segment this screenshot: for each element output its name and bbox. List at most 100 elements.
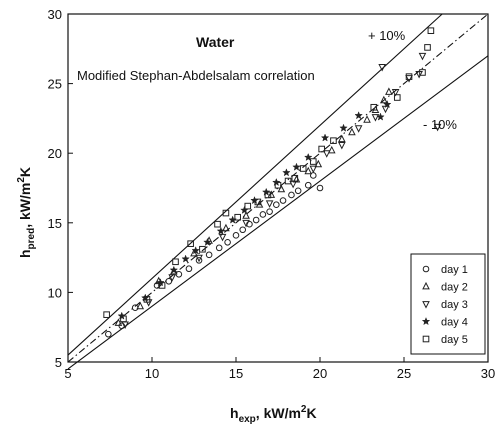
data-point — [354, 125, 363, 133]
legend-marker — [422, 335, 430, 343]
reference-line — [67, 13, 489, 363]
data-point — [273, 201, 280, 209]
data-point — [215, 244, 223, 252]
data-point — [370, 103, 378, 111]
data-point — [136, 301, 145, 310]
data-point — [203, 237, 212, 246]
legend-marker — [422, 301, 430, 309]
y-tick-label: 5 — [55, 355, 62, 370]
data-point — [259, 211, 267, 218]
x-tick-label: 15 — [229, 366, 243, 381]
data-point — [292, 162, 301, 171]
x-tick-label: 10 — [145, 366, 159, 381]
x-tick-label: 5 — [64, 366, 71, 381]
data-point — [199, 245, 206, 253]
data-point — [330, 137, 337, 144]
legend-label: day 3 — [441, 299, 468, 311]
data-point — [254, 198, 262, 206]
data-point — [299, 165, 307, 172]
data-point — [405, 75, 413, 83]
data-point — [185, 265, 193, 273]
data-point — [282, 168, 291, 177]
x-axis-title: hexp, kW/m2K — [230, 404, 317, 425]
data-point — [391, 89, 400, 97]
data-point — [195, 257, 203, 264]
data-point — [385, 87, 393, 95]
data-point — [103, 311, 110, 318]
data-point — [348, 127, 356, 136]
x-tick-label: 30 — [481, 366, 495, 381]
data-point — [284, 177, 292, 185]
data-point — [190, 248, 198, 257]
correlation-label: Modified Stephan-Abdelsalam correlation — [77, 68, 315, 83]
data-point — [424, 44, 431, 51]
data-point — [354, 111, 363, 120]
legend-marker — [422, 281, 430, 290]
data-point — [382, 99, 392, 109]
legend-label: day 4 — [441, 317, 468, 329]
data-point — [224, 238, 231, 246]
data-point — [242, 211, 250, 219]
data-point — [144, 299, 153, 307]
y-tick-label: 20 — [48, 146, 62, 161]
data-point — [169, 265, 179, 274]
data-point — [320, 133, 330, 142]
data-point — [158, 282, 166, 289]
data-point — [234, 213, 241, 221]
data-point — [322, 150, 331, 158]
data-point — [327, 145, 336, 154]
data-point — [371, 114, 380, 122]
data-point — [264, 191, 272, 199]
data-point — [250, 196, 259, 205]
data-point — [277, 184, 286, 193]
data-point — [165, 277, 173, 285]
fluid-label: Water — [196, 34, 235, 50]
data-point — [309, 158, 317, 165]
data-point — [205, 251, 213, 259]
data-point — [418, 52, 427, 61]
data-point — [376, 112, 385, 121]
data-point — [105, 330, 112, 338]
reference-lines — [67, 13, 489, 370]
x-tick-label: 25 — [397, 366, 411, 381]
data-points — [103, 27, 442, 338]
data-point — [240, 205, 249, 214]
data-point — [338, 134, 346, 143]
data-point — [303, 152, 313, 162]
data-point — [195, 254, 203, 263]
data-point — [288, 191, 295, 199]
plot-frame — [67, 13, 489, 363]
data-point — [114, 318, 123, 326]
data-point — [304, 166, 313, 175]
data-point — [187, 240, 194, 247]
data-point — [265, 200, 274, 208]
data-point — [120, 315, 127, 323]
data-point — [191, 246, 200, 255]
data-point — [294, 187, 302, 195]
data-point — [339, 123, 348, 132]
lower-band-label: - 10% — [423, 117, 457, 132]
data-point — [363, 115, 371, 123]
reference-line — [67, 55, 489, 370]
data-point — [338, 141, 346, 150]
data-point — [232, 232, 240, 239]
data-point — [279, 197, 287, 204]
data-point — [291, 174, 299, 182]
data-point — [214, 220, 221, 228]
data-point — [393, 94, 401, 101]
data-point — [427, 27, 435, 35]
upper-band-label: + 10% — [368, 28, 406, 43]
data-point — [433, 123, 442, 132]
x-tick-label: 20 — [313, 366, 327, 381]
data-point — [267, 190, 276, 198]
legend-label: day 2 — [441, 282, 468, 294]
y-tick-label: 25 — [48, 77, 62, 92]
data-point — [274, 181, 282, 189]
data-point — [143, 296, 151, 303]
data-point — [380, 95, 388, 104]
legend-label: day 5 — [441, 334, 468, 346]
data-point — [316, 184, 324, 192]
data-point — [168, 274, 176, 282]
legend-marker — [422, 265, 430, 273]
